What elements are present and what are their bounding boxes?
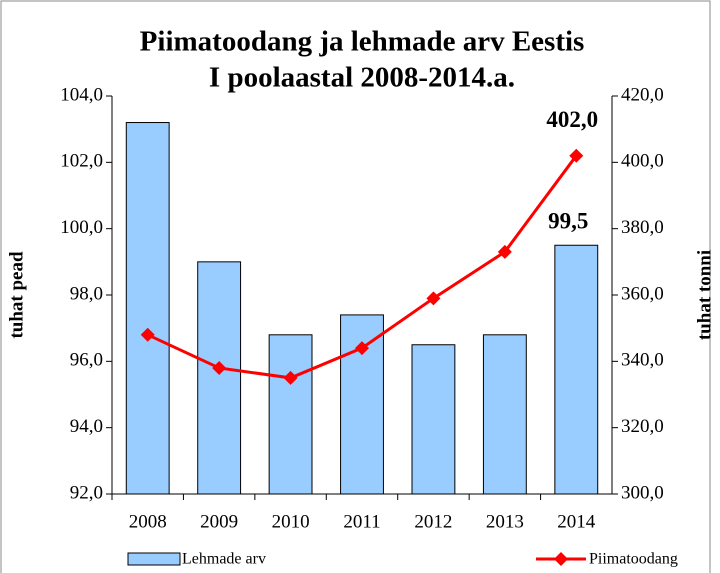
chart-title: Piimatoodang ja lehmade arv Eestis — [140, 26, 585, 58]
y-axis-label: tuhat pead — [6, 251, 27, 339]
marker — [569, 148, 584, 163]
y-tick-label: 92,0 — [70, 482, 103, 503]
bar — [268, 334, 313, 495]
legend-label: Lehmade arv — [182, 551, 266, 568]
y2-tick-label: 380,0 — [621, 217, 664, 238]
y-tick-label: 102,0 — [60, 151, 103, 172]
x-tick-label: 2012 — [414, 511, 452, 532]
x-tick-label: 2014 — [557, 511, 596, 532]
x-tick-label: 2011 — [343, 511, 380, 532]
y2-tick-label: 340,0 — [621, 350, 664, 371]
y2-tick-label: 320,0 — [621, 416, 664, 437]
bar — [482, 334, 527, 495]
y-tick-label: 98,0 — [70, 283, 103, 304]
data-label: 402,0 — [546, 107, 598, 132]
y2-tick-label: 420,0 — [621, 84, 664, 105]
bar — [411, 344, 456, 495]
marker — [283, 370, 298, 385]
marker — [426, 291, 441, 306]
marker — [140, 327, 155, 342]
legend-swatch — [554, 552, 568, 566]
legend-swatch — [127, 552, 181, 566]
bar — [197, 261, 242, 495]
y-tick-label: 94,0 — [70, 416, 103, 437]
bar — [125, 122, 170, 495]
legend-label: Piimatoodang — [589, 551, 678, 568]
bar — [554, 244, 599, 495]
y2-axis-label: tuhat tonni — [694, 250, 715, 340]
x-tick-label: 2013 — [486, 511, 524, 532]
x-tick-label: 2009 — [200, 511, 238, 532]
x-tick-label: 2010 — [272, 511, 310, 532]
x-tick-label: 2008 — [129, 511, 167, 532]
data-label: 99,5 — [548, 209, 588, 234]
y-tick-label: 96,0 — [70, 350, 103, 371]
marker — [355, 341, 369, 356]
y-tick-label: 100,0 — [60, 217, 103, 238]
marker — [212, 360, 227, 375]
chart-title: I poolaastal 2008-2014.a. — [209, 62, 515, 94]
y-tick-label: 104,0 — [60, 84, 103, 105]
marker — [497, 244, 512, 259]
y2-tick-label: 300,0 — [621, 482, 664, 503]
y2-tick-label: 360,0 — [621, 283, 664, 304]
y2-tick-label: 400,0 — [621, 151, 664, 172]
